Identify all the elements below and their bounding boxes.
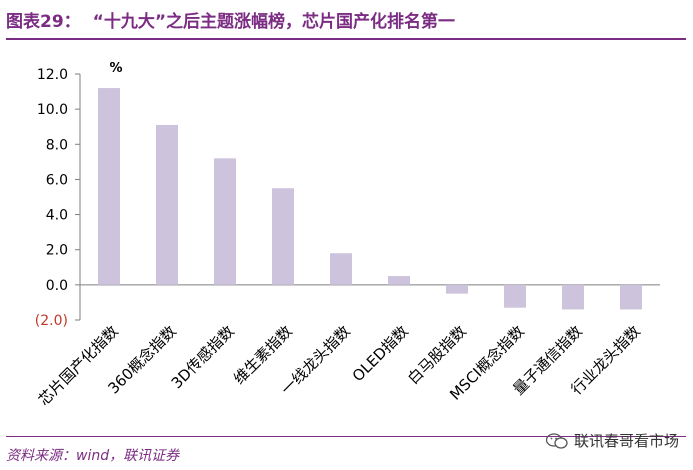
bar-chart: % 12.0 10.0 8.0 6.0 4.0 2.0 0.0 (2.0) 芯片国产化指数36… [35, 61, 660, 409]
bar [272, 188, 294, 285]
bar [156, 124, 178, 285]
y-tick-label: 0.0 [46, 278, 68, 294]
source-note: 资料来源：wind，联讯证券 [6, 448, 180, 464]
watermark-text: 联讯春哥看市场 [573, 432, 679, 450]
header-divider [6, 38, 686, 40]
footer-divider [6, 436, 686, 437]
bars [98, 88, 642, 310]
bar [620, 284, 642, 310]
y-tick-label: (2.0) [35, 313, 68, 329]
y-tick-label: 8.0 [46, 137, 68, 153]
y-tick-label: 6.0 [46, 172, 68, 188]
bar [330, 253, 352, 285]
y-tick-label: 12.0 [37, 67, 68, 83]
x-axis-labels: 芯片国产化指数360概念指数3D传感指数维生素指数一线龙头指数OLED指数白马股… [35, 322, 644, 409]
bar [504, 284, 526, 308]
y-tick-label: 2.0 [46, 243, 68, 259]
y-tick-label: 4.0 [46, 208, 68, 224]
figure-header: 图表29： “十九大”之后主题涨幅榜，芯片国产化排名第一 [6, 4, 455, 34]
x-tick-label: 3D传感指数 [168, 322, 238, 392]
wechat-icon [545, 432, 568, 449]
bar [562, 284, 584, 310]
figure-title: “十九大”之后主题涨幅榜，芯片国产化排名第一 [92, 11, 456, 32]
bar [446, 284, 468, 294]
bar [388, 276, 410, 285]
y-tick-label: 10.0 [37, 102, 68, 118]
x-tick-label: OLED指数 [349, 322, 412, 385]
watermark: 联讯春哥看市场 [545, 430, 679, 451]
bar [214, 158, 236, 285]
x-tick-label: 芯片国产化指数 [35, 322, 122, 409]
unit-label: % [109, 61, 122, 76]
figure-label: 图表29： [6, 11, 81, 32]
bar [98, 88, 120, 285]
